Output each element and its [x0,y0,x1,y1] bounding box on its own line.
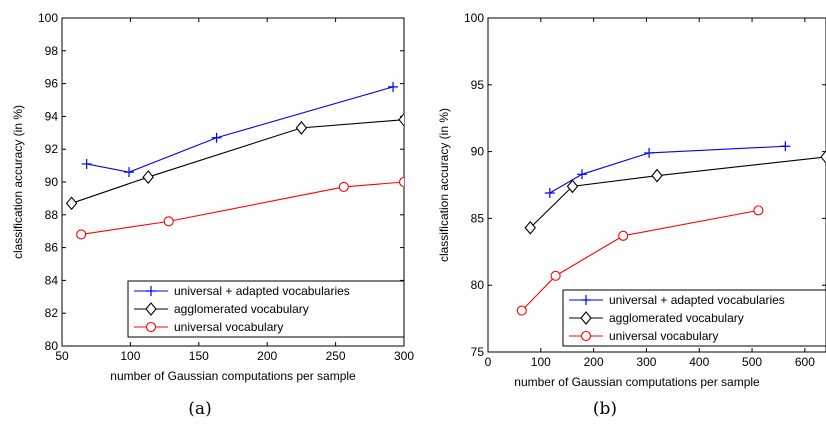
data-point [163,216,174,227]
data-point [81,158,92,169]
y-tick-label: 90 [471,145,485,159]
legend-marker [145,302,157,316]
data-point [618,230,629,241]
legend-marker [580,330,592,342]
data-point [753,205,764,216]
legend-marker [146,286,156,296]
legend-label: agglomerated vocabulary [174,302,309,316]
x-tick-label: 300 [394,349,414,363]
y-tick-label: 75 [471,345,485,359]
y-tick-label: 90 [45,175,59,189]
legend-marker [580,311,592,325]
x-tick-label: 100 [531,355,551,369]
y-axis-label: classification accuracy (in %) [437,108,451,262]
x-tick-label: 200 [584,355,604,369]
data-point [524,220,536,235]
y-tick-label: 95 [471,78,485,92]
y-tick-label: 80 [471,278,485,292]
y-tick-label: 94 [45,109,59,123]
legend-label: universal + adapted vocabularies [609,293,785,307]
x-tick-label: 200 [257,349,277,363]
x-tick-label: 150 [189,349,209,363]
legend-box [562,289,826,347]
x-tick-label: 250 [326,349,346,363]
y-axis-label: classification accuracy (in %) [11,105,25,259]
x-tick-label: 300 [636,355,656,369]
series-line [529,156,826,229]
figure-caption: (b) [593,399,617,419]
chart-a: 50 100 150 200 250 300 80 82 84 86 88 90 92 94 96 98 100… [11,11,414,419]
legend-marker [581,295,591,305]
data-point [295,121,308,135]
y-tick-label: 98 [45,44,59,58]
data-point [211,132,222,143]
y-tick-label: 92 [45,142,59,156]
plot-series-layer [516,141,826,316]
data-point [398,112,404,127]
y-tick-label: 85 [471,211,485,225]
y-tick-label: 86 [45,241,59,255]
data-point [780,141,791,152]
series-line [71,119,404,204]
data-point [65,196,78,211]
x-axis-label: number of Gaussian computations per samp… [110,369,356,383]
data-point [516,305,527,316]
x-tick-label: 50 [55,349,69,363]
data-point [644,147,655,158]
series-line [86,86,394,173]
data-point [338,181,349,192]
data-point [544,188,555,199]
y-tick-label: 96 [45,77,59,91]
legend-box [127,280,405,338]
data-point [76,229,87,240]
data-point [398,176,404,188]
x-axis-label: number of Gaussian computations per samp… [514,375,760,389]
series-line [549,145,786,194]
legend-label: universal vocabulary [174,320,283,334]
legend-label: universal + adapted vocabularies [174,284,350,298]
y-tick-label: 82 [45,306,59,320]
data-point [550,270,561,281]
data-point [142,170,154,184]
x-tick-label: 600 [795,355,815,369]
legend-label: universal vocabulary [609,329,718,343]
x-tick-label: 100 [120,349,140,363]
x-tick-label: 0 [485,355,492,369]
data-point [566,179,579,194]
y-tick-label: 84 [45,273,59,287]
x-tick-label: 400 [689,355,709,369]
y-tick-label: 100 [38,11,58,25]
y-tick-label: 80 [45,339,59,353]
y-tick-label: 88 [45,208,59,222]
data-point [388,81,399,92]
data-point [577,169,588,180]
data-point [124,167,135,178]
legend-label: agglomerated vocabulary [609,311,744,325]
legend-marker [145,321,157,333]
figure-caption: (a) [188,399,211,419]
data-point [820,150,826,164]
series-line [521,209,759,311]
chart-b: 0 100 200 300 400 500 600 75 80 85 90 95 100 number o… [437,11,826,419]
x-tick-label: 500 [742,355,762,369]
plot-series-layer [65,81,404,240]
data-point [651,168,663,183]
series-line [81,181,404,236]
y-tick-label: 100 [464,11,484,25]
